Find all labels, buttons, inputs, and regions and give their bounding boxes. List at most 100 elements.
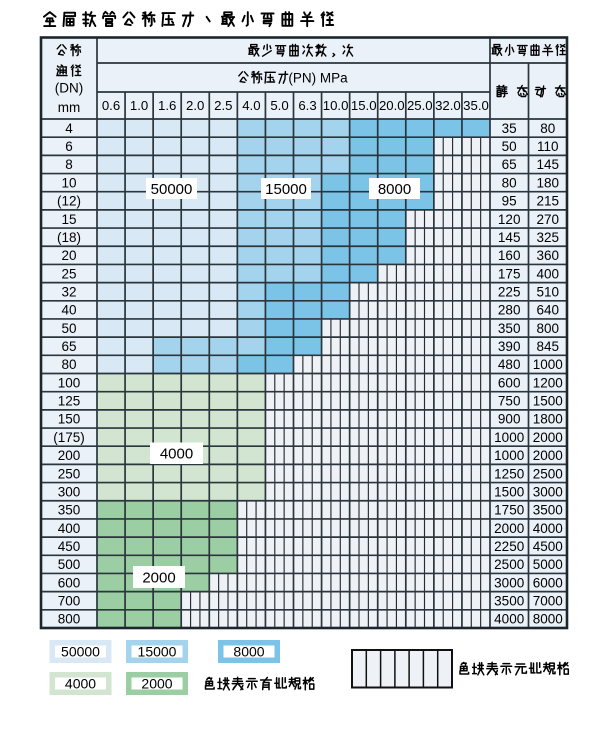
svg-text:2.0: 2.0 xyxy=(186,98,204,113)
svg-text:1000: 1000 xyxy=(494,430,524,445)
svg-text:15.0: 15.0 xyxy=(351,98,377,113)
svg-text:350: 350 xyxy=(58,503,81,518)
svg-text:3000: 3000 xyxy=(494,575,524,590)
svg-text:1000: 1000 xyxy=(494,448,524,463)
svg-text:20.0: 20.0 xyxy=(379,98,405,113)
svg-text:mm: mm xyxy=(58,100,81,115)
svg-text:2000: 2000 xyxy=(142,569,175,586)
svg-text:300: 300 xyxy=(58,485,81,500)
svg-text:4000: 4000 xyxy=(160,446,193,463)
svg-text:50000: 50000 xyxy=(151,181,193,198)
svg-text:32: 32 xyxy=(61,285,76,300)
svg-text:175: 175 xyxy=(498,266,521,281)
svg-text:32.0: 32.0 xyxy=(435,98,461,113)
svg-text:145: 145 xyxy=(498,230,521,245)
svg-text:2000: 2000 xyxy=(494,521,524,536)
svg-text:8000: 8000 xyxy=(233,644,264,660)
svg-text:15000: 15000 xyxy=(265,181,307,198)
svg-text:2500: 2500 xyxy=(494,557,524,572)
svg-text:1.0: 1.0 xyxy=(130,98,148,113)
svg-text:20: 20 xyxy=(61,248,76,263)
svg-text:215: 215 xyxy=(537,194,560,209)
svg-text:800: 800 xyxy=(537,321,560,336)
svg-text:(12): (12) xyxy=(57,194,81,209)
svg-text:390: 390 xyxy=(498,339,521,354)
svg-text:25: 25 xyxy=(61,266,76,281)
svg-text:500: 500 xyxy=(58,557,81,572)
svg-text:600: 600 xyxy=(498,375,521,390)
svg-text:250: 250 xyxy=(58,466,81,481)
svg-text:(PN) MPa: (PN) MPa xyxy=(288,70,348,85)
svg-text:280: 280 xyxy=(498,303,521,318)
svg-text:8000: 8000 xyxy=(378,181,411,198)
svg-text:80: 80 xyxy=(502,175,517,190)
svg-text:110: 110 xyxy=(537,139,559,154)
svg-text:225: 225 xyxy=(498,285,521,300)
svg-text:1.6: 1.6 xyxy=(158,98,176,113)
svg-text:8: 8 xyxy=(65,157,73,172)
svg-text:450: 450 xyxy=(58,539,81,554)
svg-text:350: 350 xyxy=(498,321,521,336)
svg-text:400: 400 xyxy=(58,521,81,536)
svg-text:50000: 50000 xyxy=(61,644,100,660)
svg-text:25.0: 25.0 xyxy=(407,98,433,113)
svg-text:2500: 2500 xyxy=(533,466,563,481)
svg-text:50: 50 xyxy=(502,139,517,154)
svg-text:50: 50 xyxy=(61,321,76,336)
svg-text:640: 640 xyxy=(537,303,560,318)
svg-text:15000: 15000 xyxy=(138,644,177,660)
svg-text:15: 15 xyxy=(61,212,76,227)
svg-text:150: 150 xyxy=(58,412,81,427)
svg-text:4.0: 4.0 xyxy=(242,98,260,113)
svg-text:2000: 2000 xyxy=(533,448,563,463)
svg-text:120: 120 xyxy=(498,212,521,227)
svg-text:6: 6 xyxy=(65,139,73,154)
svg-text:(175): (175) xyxy=(53,430,85,445)
svg-text:480: 480 xyxy=(498,357,521,372)
svg-text:80: 80 xyxy=(61,357,76,372)
svg-text:1500: 1500 xyxy=(494,485,524,500)
svg-text:4500: 4500 xyxy=(533,539,563,554)
svg-text:95: 95 xyxy=(502,194,517,209)
svg-text:1800: 1800 xyxy=(533,412,563,427)
svg-text:2000: 2000 xyxy=(533,430,563,445)
svg-text:4000: 4000 xyxy=(533,521,563,536)
svg-text:1500: 1500 xyxy=(533,394,563,409)
svg-text:800: 800 xyxy=(58,612,81,627)
svg-text:4: 4 xyxy=(65,121,73,136)
svg-text:100: 100 xyxy=(58,375,81,390)
svg-text:3000: 3000 xyxy=(533,485,563,500)
svg-text:6.3: 6.3 xyxy=(298,98,316,113)
svg-text:600: 600 xyxy=(58,575,81,590)
svg-text:360: 360 xyxy=(537,248,560,263)
svg-text:10.0: 10.0 xyxy=(323,98,349,113)
svg-text:1200: 1200 xyxy=(533,375,563,390)
svg-text:0.6: 0.6 xyxy=(102,98,120,113)
svg-text:(18): (18) xyxy=(57,230,81,245)
svg-text:2.5: 2.5 xyxy=(214,98,232,113)
svg-text:750: 750 xyxy=(498,394,521,409)
svg-text:125: 125 xyxy=(58,394,81,409)
svg-text:40: 40 xyxy=(61,303,76,318)
svg-text:10: 10 xyxy=(61,175,76,190)
svg-text:4000: 4000 xyxy=(494,612,524,627)
svg-text:8000: 8000 xyxy=(533,612,563,627)
svg-text:400: 400 xyxy=(537,266,560,281)
svg-text:325: 325 xyxy=(537,230,560,245)
svg-text:6000: 6000 xyxy=(533,575,563,590)
svg-text:845: 845 xyxy=(537,339,560,354)
svg-text:3500: 3500 xyxy=(494,594,524,609)
svg-text:65: 65 xyxy=(61,339,76,354)
svg-text:1750: 1750 xyxy=(494,503,524,518)
svg-text:270: 270 xyxy=(537,212,560,227)
svg-text:5.0: 5.0 xyxy=(270,98,288,113)
svg-text:4000: 4000 xyxy=(65,676,96,692)
svg-text:510: 510 xyxy=(537,285,560,300)
svg-text:35: 35 xyxy=(502,121,517,136)
svg-text:35.0: 35.0 xyxy=(463,98,489,113)
svg-text:180: 180 xyxy=(537,175,560,190)
svg-text:145: 145 xyxy=(537,157,560,172)
svg-text:2000: 2000 xyxy=(141,676,172,692)
svg-text:80: 80 xyxy=(540,121,555,136)
svg-text:(DN): (DN) xyxy=(55,81,84,96)
